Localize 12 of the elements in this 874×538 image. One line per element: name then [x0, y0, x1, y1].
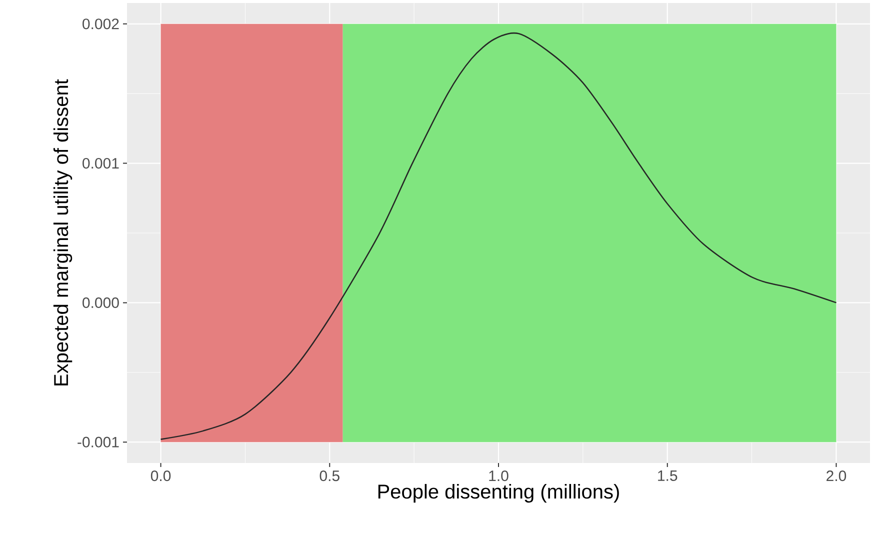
- y-tick-label: 0.002: [82, 18, 119, 30]
- x-tick-label: 2.0: [826, 470, 846, 482]
- y-tick-label: -0.001: [78, 436, 119, 448]
- y-axis-title: Expected marginal utility of dissent: [53, 79, 72, 386]
- x-tick-label: 0.0: [150, 470, 171, 482]
- y-tick-label: 0.000: [82, 297, 119, 308]
- x-tick-label: 1.0: [489, 470, 508, 482]
- x-tick-label: 1.5: [658, 470, 678, 481]
- y-tick-label: 0.001: [82, 158, 119, 169]
- x-tick-label: 0.5: [320, 470, 340, 482]
- line-series: [160, 32, 837, 440]
- x-axis-title: People dissenting (millions): [378, 484, 619, 503]
